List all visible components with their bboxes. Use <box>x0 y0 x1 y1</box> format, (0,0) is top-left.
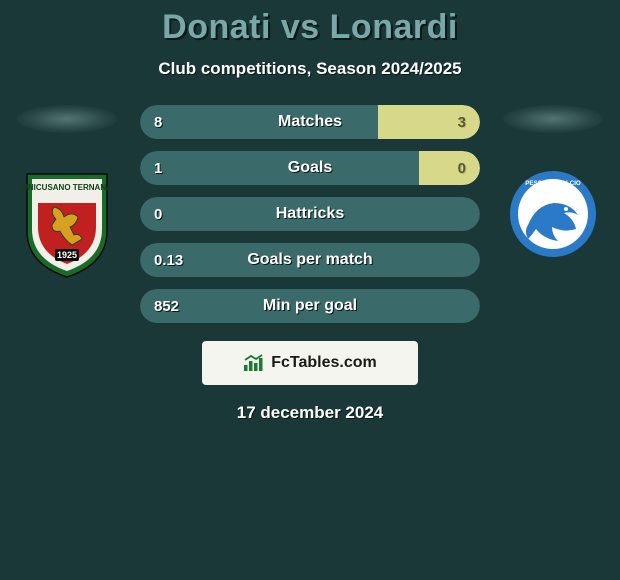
logo-year-right: 1936 <box>546 243 561 250</box>
logo-year-left: 1925 <box>57 250 77 260</box>
ternana-logo-svg: UNICUSANO TERNANA 1925 <box>22 169 112 279</box>
logo-text-1: UNICUSANO TERNANA <box>22 183 112 192</box>
pescara-logo-svg: PESCARA CALCIO 1936 <box>508 169 598 259</box>
player-shadow-right <box>503 105 603 133</box>
chart-icon <box>243 354 265 372</box>
date-text: 17 december 2024 <box>0 403 620 423</box>
player-shadow-left <box>17 105 117 133</box>
page-title: Donati vs Lonardi <box>0 8 620 47</box>
attribution-text: FcTables.com <box>271 354 377 372</box>
right-player-col: PESCARA CALCIO 1936 <box>498 105 608 259</box>
stat-left-value: 8 <box>140 105 378 139</box>
stat-right-value: 3 <box>378 105 480 139</box>
stat-right-value: 0 <box>419 151 480 185</box>
stat-bar: 10Goals <box>140 151 480 185</box>
stat-bar: 0.13Goals per match <box>140 243 480 277</box>
stats-bars: 83Matches 10Goals 0Hattricks 0.13Goals per … <box>140 105 480 323</box>
stat-bar: 852Min per goal <box>140 289 480 323</box>
stat-left-value: 0.13 <box>140 243 480 277</box>
attribution: FcTables.com <box>202 341 418 385</box>
stat-bar: 0Hattricks <box>140 197 480 231</box>
left-club-logo: UNICUSANO TERNANA 1925 <box>22 169 112 279</box>
stat-left-value: 1 <box>140 151 419 185</box>
comparison-row: UNICUSANO TERNANA 1925 83Matches10Goals0… <box>0 105 620 323</box>
left-player-col: UNICUSANO TERNANA 1925 <box>12 105 122 279</box>
right-club-logo: PESCARA CALCIO 1936 <box>508 169 598 259</box>
logo-text-right: PESCARA CALCIO <box>525 180 581 187</box>
stat-bar: 83Matches <box>140 105 480 139</box>
page-subtitle: Club competitions, Season 2024/2025 <box>0 59 620 79</box>
stat-left-value: 852 <box>140 289 480 323</box>
stat-left-value: 0 <box>140 197 480 231</box>
header: Donati vs Lonardi Club competitions, Sea… <box>0 0 620 79</box>
dolphin-eye <box>564 207 568 211</box>
